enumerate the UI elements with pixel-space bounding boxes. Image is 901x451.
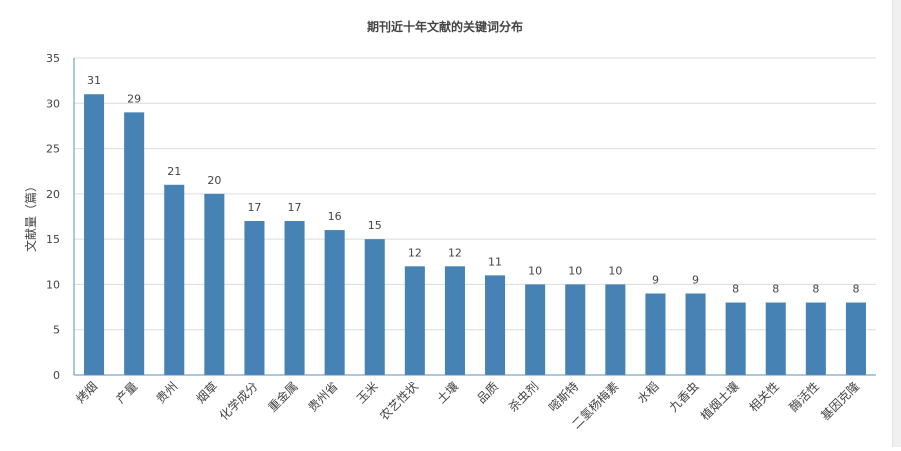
data-labels: 31 29 21 20 17 17 16 15 12 12 11 10 10 10 9 9 8 8 8 8 <box>87 74 859 295</box>
data-label: 12 <box>408 246 422 259</box>
x-tick-label: 贵州省 <box>305 379 340 414</box>
data-label: 12 <box>448 246 462 259</box>
bar[interactable] <box>364 239 385 375</box>
x-tick-label: 土壤 <box>433 379 461 407</box>
x-tick-label: 酶活性 <box>786 379 822 415</box>
bar[interactable] <box>404 266 425 375</box>
x-tick-label: 烟草 <box>194 379 221 406</box>
bar[interactable] <box>565 284 586 375</box>
bars <box>84 94 866 375</box>
data-label: 8 <box>812 283 819 296</box>
y-tick-label: 30 <box>46 97 60 110</box>
axes <box>73 58 876 376</box>
data-label: 31 <box>87 74 101 87</box>
data-label: 17 <box>247 201 261 214</box>
y-tick-label: 5 <box>53 324 60 337</box>
x-tick-label: 基因克隆 <box>818 379 863 424</box>
data-label: 10 <box>608 264 622 277</box>
y-tick-label: 10 <box>46 278 60 291</box>
x-tick-label: 品质 <box>474 379 501 406</box>
y-axis-tick-labels: 0 5 10 15 20 25 30 35 <box>46 52 60 382</box>
y-tick-label: 15 <box>46 233 60 246</box>
y-tick-label: 35 <box>46 52 60 65</box>
bar[interactable] <box>444 266 465 375</box>
x-tick-label: 水稻 <box>635 379 662 406</box>
bar[interactable] <box>284 221 305 375</box>
x-tick-label: 农艺性状 <box>377 379 421 423</box>
data-label: 9 <box>652 273 659 286</box>
bar[interactable] <box>645 293 666 375</box>
x-tick-label: 相关性 <box>747 379 782 414</box>
x-tick-label: 嘧斯特 <box>545 379 581 415</box>
data-label: 8 <box>852 283 859 296</box>
data-label: 20 <box>207 174 221 187</box>
x-tick-label: 贵州 <box>153 379 180 406</box>
bar[interactable] <box>765 302 786 375</box>
bar[interactable] <box>605 284 626 375</box>
bar[interactable] <box>525 284 546 375</box>
bar[interactable] <box>244 221 265 375</box>
scrollbar-track[interactable] <box>892 0 901 447</box>
x-axis-tick-labels: 烤烟 产量 贵州 烟草化学成分 重金属 贵州省 玉米农艺性状 土壤 品质 杀虫剂 嘧斯特二氢杨梅素水… <box>73 379 862 432</box>
data-label: 17 <box>288 201 302 214</box>
data-label: 10 <box>568 264 582 277</box>
bar[interactable] <box>204 193 225 375</box>
data-label: 11 <box>488 255 502 268</box>
bar[interactable] <box>164 184 185 375</box>
bar[interactable] <box>805 302 826 375</box>
y-axis-title: 文献量（篇） <box>23 180 38 252</box>
y-tick-label: 25 <box>46 143 60 156</box>
data-label: 21 <box>167 165 181 178</box>
grid-lines <box>74 57 876 331</box>
data-label: 8 <box>732 283 739 296</box>
data-label: 29 <box>127 92 141 105</box>
x-tick-label: 九香虫 <box>666 379 701 414</box>
x-tick-label: 烤烟 <box>73 379 101 407</box>
x-tick-label: 杀虫剂 <box>505 379 541 415</box>
data-label: 8 <box>772 283 779 296</box>
data-label: 9 <box>692 273 699 286</box>
bar[interactable] <box>124 112 145 375</box>
x-tick-label: 玉米 <box>354 379 381 406</box>
data-label: 10 <box>528 264 542 277</box>
x-tick-label: 植烟土壤 <box>697 379 742 424</box>
y-tick-label: 20 <box>46 188 60 201</box>
x-tick-label: 产量 <box>113 379 140 406</box>
bar[interactable] <box>324 230 345 375</box>
x-tick-label: 化学成分 <box>216 379 261 424</box>
x-tick-label: 重金属 <box>265 379 301 415</box>
bar[interactable] <box>725 302 746 375</box>
bar[interactable] <box>84 94 105 375</box>
bar[interactable] <box>485 275 506 375</box>
bar[interactable] <box>685 293 706 375</box>
data-label: 15 <box>368 219 382 232</box>
y-tick-label: 0 <box>53 369 60 382</box>
chart-title: 期刊近十年文献的关键词分布 <box>367 19 523 34</box>
data-label: 16 <box>328 210 342 223</box>
bar[interactable] <box>845 302 866 375</box>
